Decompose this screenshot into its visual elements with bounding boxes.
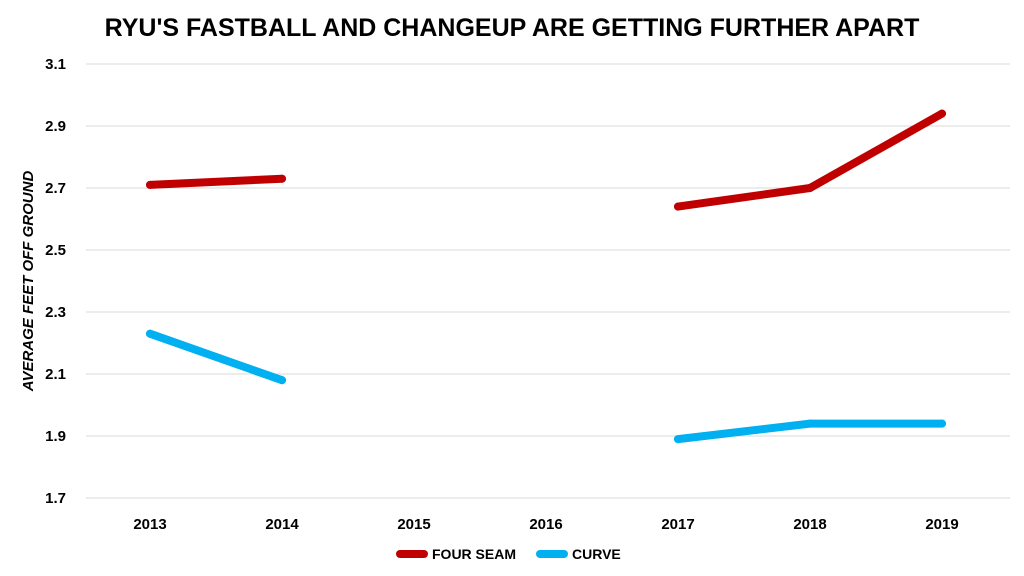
legend-label: FOUR SEAM xyxy=(432,546,516,562)
legend-label: CURVE xyxy=(572,546,621,562)
grid xyxy=(86,63,1010,499)
data-point xyxy=(146,329,154,338)
chart-title: RYU'S FASTBALL AND CHANGEUP ARE GETTING … xyxy=(105,14,920,42)
data-point xyxy=(806,419,814,428)
series-group xyxy=(146,109,946,444)
data-point xyxy=(278,174,286,183)
x-tick-label: 2014 xyxy=(265,516,299,533)
y-tick-label: 1.7 xyxy=(45,490,66,507)
x-tick-label: 2018 xyxy=(793,516,826,533)
data-point xyxy=(146,180,154,189)
series-line-0 xyxy=(146,174,286,189)
data-point xyxy=(938,109,946,118)
legend: FOUR SEAM CURVE xyxy=(396,546,621,562)
y-axis: 1.7 1.9 2.1 2.3 2.5 2.7 2.9 3.1 xyxy=(45,56,66,507)
y-tick-label: 2.7 xyxy=(45,180,66,197)
y-tick-label: 1.9 xyxy=(45,428,66,445)
y-tick-label: 2.1 xyxy=(45,366,66,383)
y-tick-label: 3.1 xyxy=(45,56,66,73)
x-tick-label: 2015 xyxy=(397,516,430,533)
series-line-1 xyxy=(146,329,286,385)
x-tick-label: 2019 xyxy=(925,516,958,533)
data-point xyxy=(806,184,814,192)
y-tick-label: 2.9 xyxy=(45,118,66,135)
y-tick-label: 2.3 xyxy=(45,304,66,321)
x-tick-label: 2013 xyxy=(133,516,166,533)
series-line-0 xyxy=(674,109,946,211)
data-point xyxy=(938,419,946,428)
data-point xyxy=(674,202,682,211)
y-axis-label: AVERAGE FEET OFF GROUND xyxy=(20,171,37,393)
data-point xyxy=(674,435,682,444)
y-tick-label: 2.5 xyxy=(45,242,66,259)
x-axis: 2013 2014 2015 2016 2017 2018 2019 xyxy=(133,516,958,533)
data-point xyxy=(278,376,286,385)
x-tick-label: 2017 xyxy=(661,516,694,533)
x-tick-label: 2016 xyxy=(529,516,562,533)
